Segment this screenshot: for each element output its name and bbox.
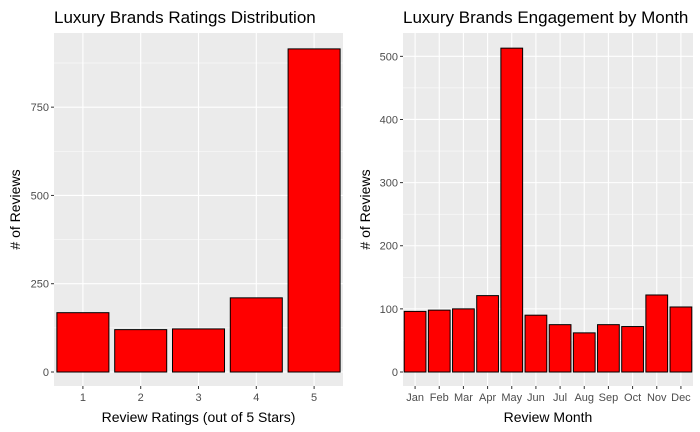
ratings-bar-5	[287, 48, 341, 373]
monthly-bar-oct	[621, 326, 644, 373]
monthly-y-tick-label: 400	[380, 114, 398, 126]
monthly-chart: 0 100 200 300 400 500 Jan Feb Mar Apr May Jun Jul Au…	[357, 8, 693, 425]
ratings-bar-2	[114, 329, 168, 373]
monthly-y-tick-label: 500	[380, 51, 398, 63]
ratings-x-tick-label: 1	[80, 392, 86, 404]
ratings-x-tick-label: 3	[195, 392, 201, 404]
ratings-x-axis-label: Review Ratings (out of 5 Stars)	[102, 409, 296, 425]
monthly-bar-dec	[669, 306, 693, 373]
monthly-x-tick-label: Sep	[599, 392, 619, 404]
monthly-x-tick-label: Mar	[454, 392, 473, 404]
monthly-bars	[403, 47, 693, 373]
ratings-bar-4	[229, 297, 283, 373]
monthly-x-tick-label: Jun	[527, 392, 545, 404]
monthly-x-tick-label: May	[501, 392, 522, 404]
monthly-x-tick-label: Oct	[624, 392, 641, 404]
monthly-y-axis-label: # of Reviews	[357, 169, 373, 249]
monthly-bar-jun	[524, 314, 548, 373]
monthly-x-tick-label: Jul	[553, 392, 567, 404]
ratings-y-axis: 0 250 500 750	[31, 102, 54, 379]
monthly-bar-sep	[597, 324, 620, 373]
monthly-bar-aug	[572, 332, 596, 373]
monthly-x-tick-label: Dec	[671, 392, 691, 404]
monthly-y-tick-label: 100	[380, 304, 398, 316]
monthly-y-axis: 0 100 200 300 400 500	[380, 51, 403, 379]
ratings-y-tick-label: 250	[31, 279, 49, 291]
ratings-x-tick-label: 5	[311, 392, 317, 404]
monthly-x-tick-label: Jan	[406, 392, 424, 404]
monthly-x-tick-label: Feb	[430, 392, 449, 404]
ratings-chart-title: Luxury Brands Ratings Distribution	[54, 8, 316, 27]
monthly-bar-may	[500, 47, 524, 373]
monthly-bar-mar	[452, 308, 475, 373]
monthly-bar-jul	[548, 324, 572, 373]
monthly-bar-apr	[476, 295, 499, 373]
monthly-y-tick-label: 300	[380, 178, 398, 190]
ratings-x-axis: 1 2 3 4 5	[80, 386, 317, 404]
monthly-bar-nov	[645, 294, 669, 373]
monthly-y-tick-label: 200	[380, 241, 398, 253]
ratings-x-tick-label: 2	[138, 392, 144, 404]
monthly-x-tick-label: Apr	[479, 392, 496, 404]
ratings-y-tick-label: 750	[31, 102, 49, 114]
ratings-bar-1	[56, 312, 110, 373]
monthly-x-tick-label: Aug	[574, 392, 594, 404]
ratings-y-tick-label: 500	[31, 190, 49, 202]
monthly-chart-title: Luxury Brands Engagement by Month	[403, 8, 688, 27]
monthly-bar-feb	[427, 309, 451, 373]
monthly-x-axis-label: Review Month	[504, 409, 593, 425]
ratings-y-tick-label: 0	[43, 367, 49, 379]
ratings-bar-3	[171, 328, 226, 373]
monthly-panel-background	[403, 33, 693, 386]
monthly-x-axis: Jan Feb Mar Apr May Jun Jul Aug Sep Oct Nov Dec	[406, 386, 691, 404]
monthly-y-tick-label: 0	[392, 367, 398, 379]
monthly-bar-jan	[403, 310, 427, 373]
ratings-x-tick-label: 4	[253, 392, 259, 404]
ratings-bars	[56, 48, 341, 373]
ratings-chart: 0 250 500 750 1 2 3 4 5 Luxury Brands Ratings D…	[7, 8, 343, 425]
monthly-x-tick-label: Nov	[647, 392, 667, 404]
ratings-y-axis-label: # of Reviews	[7, 169, 23, 249]
